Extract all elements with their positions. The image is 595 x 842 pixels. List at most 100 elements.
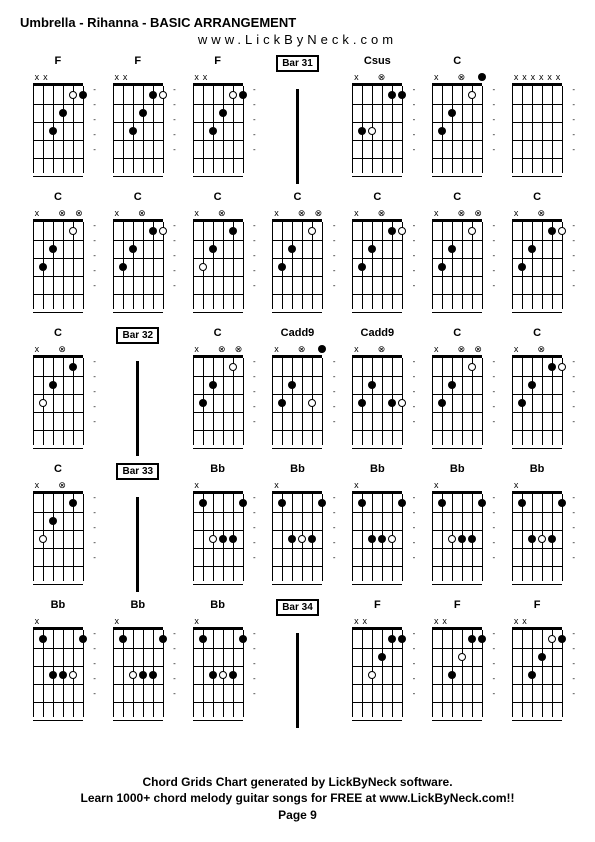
mute-mark: x (537, 72, 545, 82)
fretboard (352, 355, 402, 445)
fret-dashes: ----- (93, 490, 96, 565)
fret-dashes: ----- (253, 626, 256, 701)
mute-mark: ⊗ (58, 208, 66, 218)
chord-diagram: x----- (427, 480, 487, 581)
fretboard (193, 627, 243, 717)
mute-row: xx (352, 616, 402, 626)
finger-dot (398, 635, 406, 643)
finger-dot (79, 91, 87, 99)
mute-mark (235, 208, 243, 218)
mute-mark (554, 208, 562, 218)
fret-dashes: ----- (93, 354, 96, 429)
mute-mark (537, 616, 545, 626)
chord-diagram: x----- (108, 616, 168, 717)
mute-mark (520, 208, 528, 218)
finger-dot (199, 499, 207, 507)
finger-dot (129, 127, 137, 135)
finger-dot (149, 227, 157, 235)
fretboard (512, 83, 562, 173)
fretboard (432, 355, 482, 445)
finger-dot (558, 635, 566, 643)
finger-dot (219, 671, 227, 679)
finger-dot (558, 227, 566, 235)
mute-mark: ⊗ (58, 344, 66, 354)
finger-dot (468, 363, 476, 371)
mute-mark: x (352, 616, 360, 626)
chord-name-label: Bb (290, 463, 305, 477)
fretboard (352, 83, 402, 173)
mute-mark (378, 616, 386, 626)
mute-mark (394, 72, 402, 82)
mute-mark: x (121, 72, 129, 82)
mute-row: x⊗ (113, 208, 163, 218)
mute-row: x (193, 616, 243, 626)
mute-mark: x (33, 344, 41, 354)
mute-mark (394, 480, 402, 490)
chord-cell: Cx⊗----- (499, 191, 575, 321)
mute-mark (130, 616, 138, 626)
mute-mark (50, 72, 58, 82)
chord-diagram: x⊗----- (507, 344, 567, 445)
fret-dashes: ----- (253, 354, 256, 429)
finger-dot (398, 227, 406, 235)
bar-cell: Bar 32 (100, 327, 176, 457)
mute-mark (281, 344, 289, 354)
mute-mark (155, 616, 163, 626)
chord-diagram: x⊗----- (28, 480, 88, 581)
chord-diagram: xx----- (188, 72, 248, 173)
mute-mark (449, 72, 457, 82)
finger-dot (368, 127, 376, 135)
mute-mark: x (432, 616, 440, 626)
mute-row: x⊗ (512, 208, 562, 218)
chord-name-label: F (134, 55, 141, 69)
bar-divider (136, 497, 139, 592)
page-subtitle: www.LickByNeck.com (20, 32, 575, 47)
mute-mark (386, 616, 394, 626)
finger-dot (318, 345, 326, 353)
finger-dot (468, 91, 476, 99)
mute-row: x⊗⊗ (432, 208, 482, 218)
fretboard (193, 83, 243, 173)
mute-mark: x (193, 72, 201, 82)
chord-diagram: x⊗⊗----- (427, 344, 487, 445)
finger-dot (358, 263, 366, 271)
mute-mark: x (272, 480, 280, 490)
mute-mark: x (113, 616, 121, 626)
finger-dot (388, 227, 396, 235)
finger-dot (448, 535, 456, 543)
fret-dashes: ----- (572, 82, 575, 157)
chord-diagram: x⊗----- (347, 344, 407, 445)
finger-dot (149, 671, 157, 679)
mute-mark: x (33, 616, 41, 626)
mute-mark (361, 480, 369, 490)
fretboard (272, 355, 322, 445)
chord-cell: Bbx----- (180, 599, 256, 729)
finger-dot (518, 399, 526, 407)
mute-mark (75, 616, 83, 626)
fretboard (512, 491, 562, 581)
chord-grid: Fxx-----Fxx-----Fxx-----Bar 31Csusx⊗----… (20, 55, 575, 729)
mute-mark: ⊗ (138, 208, 146, 218)
chord-cell: Fxx----- (339, 599, 415, 729)
finger-dot (368, 245, 376, 253)
finger-dot (468, 635, 476, 643)
fretboard (113, 83, 163, 173)
mute-mark: x (432, 344, 440, 354)
finger-dot (528, 381, 536, 389)
finger-dot (438, 499, 446, 507)
mute-mark: x (272, 208, 280, 218)
mute-mark (281, 208, 289, 218)
finger-dot (199, 635, 207, 643)
mute-mark: ⊗ (298, 208, 306, 218)
finger-dot (558, 363, 566, 371)
mute-row: x⊗⊗ (33, 208, 83, 218)
chord-cell: Fxx----- (180, 55, 256, 185)
mute-mark: x (33, 72, 41, 82)
fret-dashes: ----- (572, 354, 575, 429)
finger-dot (219, 535, 227, 543)
chord-cell: Bbx----- (419, 463, 495, 593)
mute-mark: ⊗ (218, 208, 226, 218)
mute-mark (529, 480, 537, 490)
mute-mark: ⊗ (457, 208, 465, 218)
chord-diagram: x⊗----- (108, 208, 168, 309)
